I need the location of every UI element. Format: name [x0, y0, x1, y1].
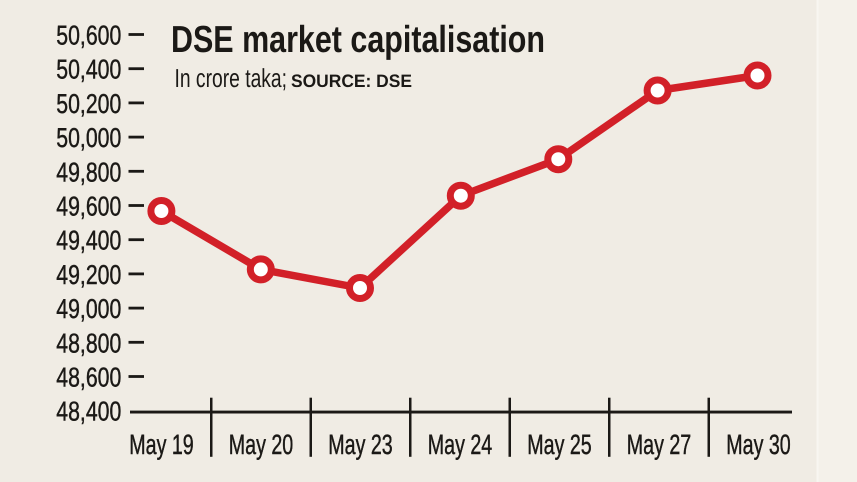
svg-text:DSE market capitalisation: DSE market capitalisation [171, 18, 545, 60]
svg-text:48,400: 48,400 [56, 396, 121, 427]
svg-text:48,800: 48,800 [56, 327, 121, 358]
svg-text:May 19: May 19 [129, 429, 194, 460]
svg-text:May 27: May 27 [627, 429, 692, 460]
svg-text:May 25: May 25 [527, 429, 592, 460]
svg-text:49,400: 49,400 [56, 225, 121, 256]
svg-text:May 30: May 30 [726, 429, 791, 460]
svg-text:49,600: 49,600 [56, 191, 121, 222]
svg-text:49,800: 49,800 [56, 156, 121, 187]
svg-text:May 24: May 24 [428, 429, 493, 460]
svg-text:May 23: May 23 [328, 429, 393, 460]
svg-text:49,000: 49,000 [56, 293, 121, 324]
svg-text:50,600: 50,600 [56, 20, 121, 51]
svg-text:50,400: 50,400 [56, 54, 121, 85]
svg-text:48,600: 48,600 [56, 362, 121, 393]
svg-text:In crore taka;: In crore taka; [175, 63, 288, 93]
svg-text:49,200: 49,200 [56, 259, 121, 290]
svg-text:SOURCE: DSE: SOURCE: DSE [291, 71, 412, 91]
svg-text:50,200: 50,200 [56, 88, 121, 119]
svg-text:May 20: May 20 [229, 429, 294, 460]
svg-text:50,000: 50,000 [56, 122, 121, 153]
